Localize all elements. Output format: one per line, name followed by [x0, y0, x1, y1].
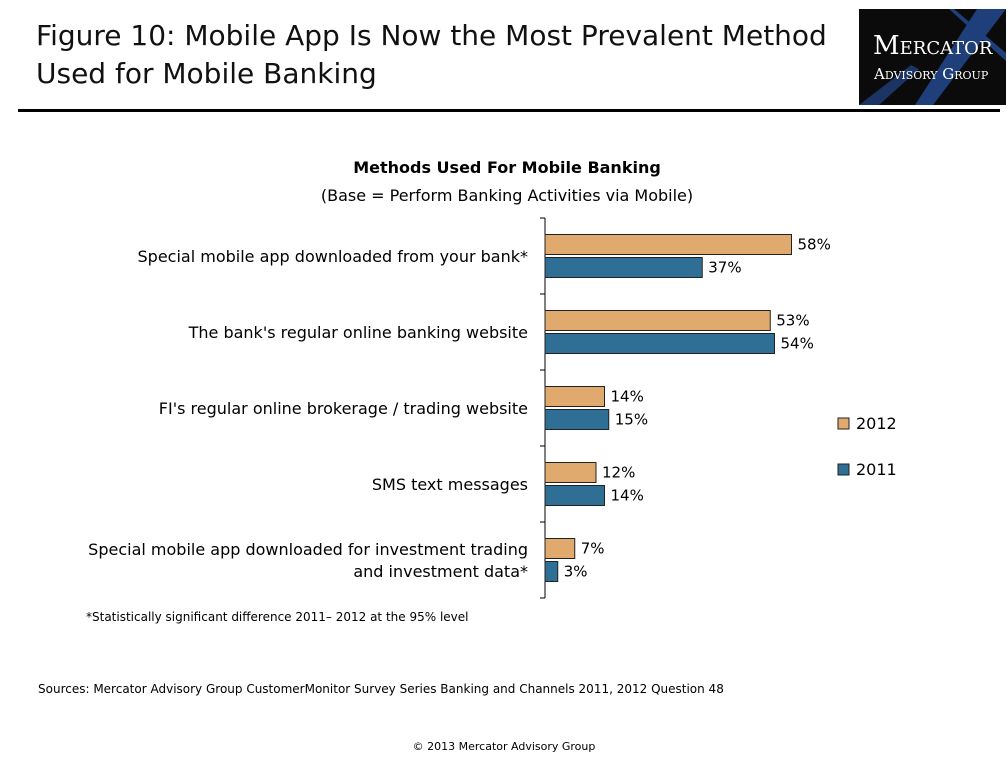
footnote: *Statistically significant difference 20…: [86, 610, 469, 624]
chart-subtitle: (Base = Perform Banking Activities via M…: [320, 186, 694, 205]
category-label: and investment data*: [353, 562, 528, 581]
data-label: 14%: [611, 487, 644, 505]
category-label: Special mobile app downloaded for invest…: [88, 540, 528, 559]
bar-2012-1: [544, 234, 792, 255]
figure-title-line2: Used for Mobile Banking: [36, 57, 377, 90]
data-label: 58%: [798, 236, 831, 254]
bar-2012-2: [544, 310, 771, 331]
sources-note: Sources: Mercator Advisory Group Custome…: [38, 682, 724, 696]
data-label: 15%: [615, 411, 648, 429]
data-label: 54%: [781, 335, 814, 353]
mercator-logo: Mercator Advisory Group: [859, 9, 1006, 105]
logo-x-mark-icon: [859, 9, 1006, 105]
category-label: Special mobile app downloaded from your …: [138, 247, 529, 266]
logo-text-line2: Advisory Group: [874, 65, 989, 83]
category-label: SMS text messages: [372, 475, 528, 494]
data-label: 12%: [602, 464, 635, 482]
logo-text-line1: Mercator: [873, 31, 993, 61]
legend-label-2012: 2012: [856, 414, 897, 433]
bar-2011-5: [544, 561, 559, 582]
category-label: FI's regular online brokerage / trading …: [159, 399, 528, 418]
title-divider: [18, 109, 1000, 112]
bar-2011-1: [544, 257, 703, 278]
legend-swatch-2012: [837, 417, 850, 430]
bar-2011-4: [544, 485, 605, 506]
bar-2012-5: [544, 538, 576, 559]
chart-title: Methods Used For Mobile Banking: [353, 158, 661, 177]
bar-2011-2: [544, 333, 775, 354]
data-label: 3%: [564, 563, 588, 581]
data-label: 14%: [611, 388, 644, 406]
figure-title-line1: Figure 10: Mobile App Is Now the Most Pr…: [36, 19, 827, 52]
legend-label-2011: 2011: [856, 460, 897, 479]
bar-2011-3: [544, 409, 610, 430]
figure-title: Figure 10: Mobile App Is Now the Most Pr…: [36, 17, 836, 93]
data-label: 37%: [708, 259, 741, 277]
bar-2012-4: [544, 462, 597, 483]
data-label: 53%: [776, 312, 809, 330]
category-label: The bank's regular online banking websit…: [188, 323, 528, 342]
copyright: © 2013 Mercator Advisory Group: [412, 740, 596, 753]
legend-swatch-2011: [837, 463, 850, 476]
bar-2012-3: [544, 386, 605, 407]
data-label: 7%: [581, 540, 605, 558]
